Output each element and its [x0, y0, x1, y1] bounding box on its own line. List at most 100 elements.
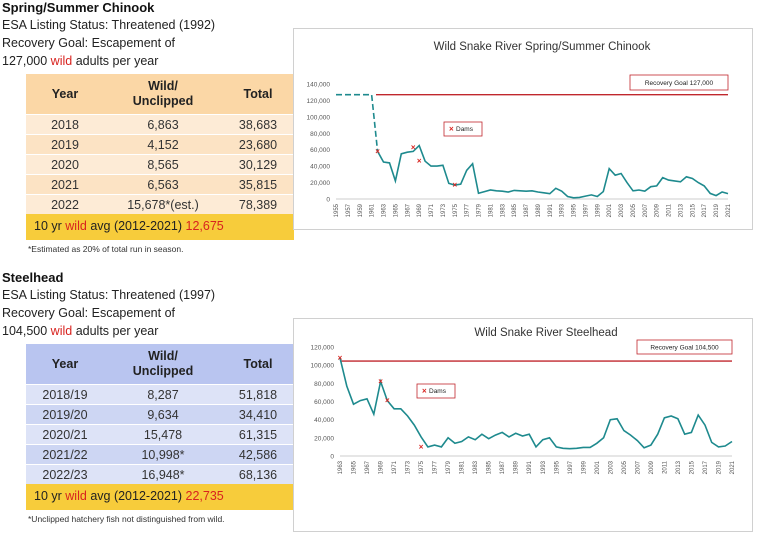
x-tick-label: 1973 [406, 460, 412, 474]
col-total: Total [222, 344, 294, 385]
cell-wild: 6,563 [104, 174, 222, 195]
cell-year: 2020 [26, 154, 104, 175]
table-row: 2021/22 10,998* 42,586 [26, 444, 294, 465]
x-tick-label: 2011 [667, 203, 673, 217]
x-tick-label: 2003 [608, 460, 614, 474]
cell-wild: 15,678*(est.) [104, 194, 222, 214]
chinook-chart-frame: Wild Snake River Spring/Summer Chinook 0 2… [293, 28, 753, 230]
chinook-footnote: *Estimated as 20% of total run in season… [28, 244, 184, 254]
x-tick-label: 2017 [702, 203, 708, 217]
x-tick-label: 2019 [716, 460, 722, 474]
avg-wild: wild [65, 489, 87, 503]
steelhead-title: Steelhead [2, 270, 64, 285]
chinook-status: ESA Listing Status: Threatened (1992) [2, 18, 216, 32]
x-tick-label: 1993 [541, 460, 547, 474]
cell-total: 23,680 [222, 134, 294, 155]
y-tick-label: 100,000 [311, 363, 335, 370]
col-year: Year [26, 344, 104, 385]
cell-total: 68,136 [222, 464, 294, 484]
table-row: 2019/20 9,634 34,410 [26, 404, 294, 425]
chinook-goal-wild: wild [50, 54, 73, 68]
chart-title: Wild Snake River Steelhead [474, 327, 617, 339]
cell-year: 2022/23 [26, 464, 104, 484]
y-tick-label: 140,000 [307, 82, 331, 89]
x-tick-label: 1997 [583, 203, 589, 217]
steelhead-goal-line1: Recovery Goal: Escapement of [2, 306, 175, 320]
cell-total: 35,815 [222, 174, 294, 195]
x-tick-label: 1985 [487, 460, 493, 474]
cell-year: 2019/20 [26, 404, 104, 425]
x-tick-label: 1955 [334, 203, 340, 217]
y-tick-label: 60,000 [314, 399, 334, 406]
y-tick-label: 0 [326, 197, 330, 204]
x-tick-label: 1987 [500, 460, 506, 474]
cell-year: 2018/19 [26, 384, 104, 405]
x-tick-label: 1987 [524, 203, 530, 217]
chart-title: Wild Snake River Spring/Summer Chinook [434, 41, 651, 53]
y-tick-label: 120,000 [311, 345, 335, 352]
cell-total: 34,410 [222, 404, 294, 425]
x-tick-label: 1965 [393, 203, 399, 217]
col-wild-bottom: Unclipped [132, 94, 194, 108]
x-tick-label: 1963 [382, 203, 388, 217]
cell-wild: 15,478 [104, 424, 222, 445]
x-tick-label: 2007 [635, 460, 641, 474]
dams-legend-box [416, 383, 456, 399]
steelhead-goal-rest: adults per year [75, 324, 159, 338]
x-tick-label: 2005 [622, 460, 628, 474]
estimated-series-line [336, 93, 379, 152]
x-tick-label: 1961 [370, 203, 376, 217]
chinook-section: Spring/Summer Chinook ESA Listing Status… [0, 0, 294, 254]
x-tick-label: 1989 [536, 203, 542, 217]
cell-year: 2021/22 [26, 444, 104, 465]
col-wild-bottom: Unclipped [132, 364, 194, 378]
x-tick-label: 2021 [730, 460, 736, 474]
dams-legend-label: Dams [456, 126, 474, 133]
dam-marker: × [452, 181, 457, 190]
table-row: 2018 6,863 38,683 [26, 114, 294, 135]
steelhead-section: Steelhead ESA Listing Status: Threatened… [0, 270, 294, 524]
steelhead-table-header: Year Wild/ Unclipped Total [26, 344, 294, 385]
table-row: 2020/21 15,478 61,315 [26, 424, 294, 445]
x-tick-label: 1977 [433, 460, 439, 474]
x-tick-label: 1981 [460, 460, 466, 474]
dams-legend-box [443, 121, 483, 137]
x-tick-label: 1995 [572, 203, 578, 217]
x-tick-label: 1969 [417, 203, 423, 217]
cell-total: 61,315 [222, 424, 294, 445]
cell-year: 2018 [26, 114, 104, 135]
avg-prefix: 10 yr [34, 489, 62, 503]
dam-marker: × [375, 147, 380, 156]
x-tick-label: 1983 [500, 203, 506, 217]
x-tick-label: 1991 [527, 460, 533, 474]
chinook-goal-line1: Recovery Goal: Escapement of [2, 36, 175, 50]
chinook-table-header: Year Wild/ Unclipped Total [26, 74, 294, 115]
dam-marker: × [378, 377, 383, 386]
x-tick-label: 1967 [365, 460, 371, 474]
chinook-goal-line2: 127,000 wild adults per year [2, 53, 290, 70]
cell-wild: 4,152 [104, 134, 222, 155]
x-tick-label: 1981 [488, 203, 494, 217]
x-tick-label: 1965 [352, 460, 358, 474]
x-tick-label: 1985 [512, 203, 518, 217]
steelhead-chart-frame: Wild Snake River Steelhead 0 20,000 40,000 6… [293, 318, 753, 532]
x-tick-label: 2001 [607, 203, 613, 217]
steelhead-footnote: *Unclipped hatchery fish not distinguish… [28, 514, 225, 524]
cell-wild: 9,634 [104, 404, 222, 425]
steelhead-goal-wild: wild [50, 324, 73, 338]
table-row: 2019 4,152 23,680 [26, 134, 294, 155]
x-tick-label: 2011 [662, 460, 668, 474]
dam-marker: × [385, 396, 390, 405]
avg-value: 12,675 [185, 219, 224, 233]
col-wild: Wild/ Unclipped [104, 74, 222, 115]
wild-adults-series-line [376, 144, 729, 199]
col-wild-top: Wild/ [148, 79, 178, 93]
x-tick-label: 1967 [405, 203, 411, 217]
table-row: 2022 15,678*(est.) 78,389 [26, 194, 294, 214]
y-tick-label: 80,000 [310, 131, 330, 138]
x-tick-label: 2005 [631, 203, 637, 217]
avg-prefix: 10 yr [34, 219, 62, 233]
steelhead-goal-number: 104,500 [2, 324, 48, 338]
x-tick-label: 2007 [643, 203, 649, 217]
y-tick-label: 40,000 [314, 417, 334, 424]
